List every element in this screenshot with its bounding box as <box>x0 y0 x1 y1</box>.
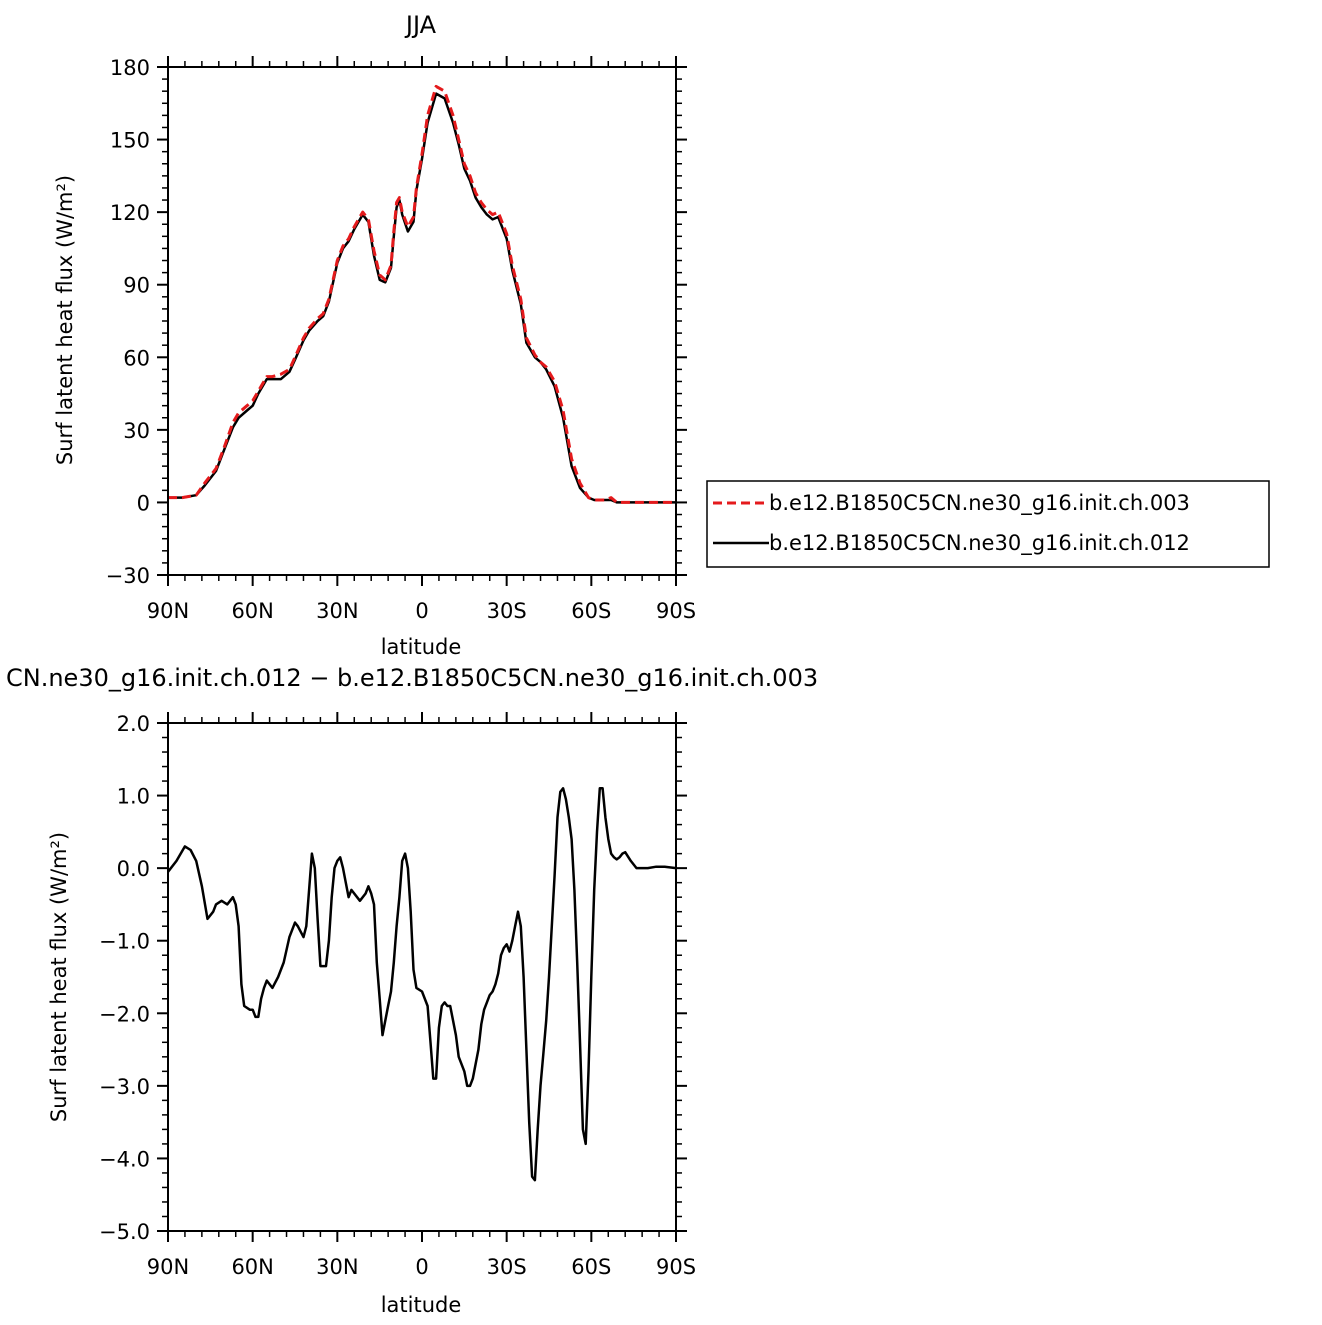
panel-bottom-difference: CN.ne30_g16.init.ch.012 − b.e12.B1850C5C… <box>6 664 818 1317</box>
legend: b.e12.B1850C5CN.ne30_g16.init.ch.003 b.e… <box>706 480 1270 568</box>
top-x-axis-label: latitude <box>381 635 462 659</box>
y-tick-label: 120 <box>110 201 150 225</box>
x-tick-label: 90N <box>147 1255 189 1279</box>
y-tick-label: −1.0 <box>99 930 150 954</box>
y-tick-label: 60 <box>123 346 150 370</box>
x-tick-label: 0 <box>415 1255 428 1279</box>
x-tick-label: 60N <box>231 1255 273 1279</box>
top-tick-labels: −30 0 30 60 90 120 150 180 90N 60N 30N 0 30S 60S 90S <box>106 56 696 623</box>
x-tick-label: 60S <box>571 1255 611 1279</box>
x-tick-label: 0 <box>415 599 428 623</box>
y-tick-label: 1.0 <box>117 785 150 809</box>
x-tick-label: 60S <box>571 599 611 623</box>
y-tick-label: −30 <box>106 564 150 588</box>
x-tick-label: 30S <box>487 1255 527 1279</box>
bottom-plot-frame <box>167 722 677 1232</box>
bottom-tick-labels: −5.0 −4.0 −3.0 −2.0 −1.0 0.0 1.0 2.0 90N 60N 30N 0 3… <box>99 712 696 1279</box>
y-tick-label: 90 <box>123 274 150 298</box>
top-chart-title: JJA <box>404 11 437 39</box>
y-tick-label: −5.0 <box>99 1220 150 1244</box>
top-y-axis-label: Surf latent heat flux (W/m²) <box>53 175 77 465</box>
bottom-series-lines <box>167 787 677 1182</box>
y-tick-label: −3.0 <box>99 1075 150 1099</box>
bottom-x-axis-label: latitude <box>381 1293 462 1317</box>
y-tick-label: 0 <box>137 491 150 515</box>
series-line-difference <box>167 787 677 1182</box>
bottom-chart-title: CN.ne30_g16.init.ch.012 − b.e12.B1850C5C… <box>6 664 818 692</box>
x-tick-label: 90S <box>656 599 696 623</box>
y-tick-label: −2.0 <box>99 1002 150 1026</box>
y-tick-label: 30 <box>123 419 150 443</box>
top-series-lines <box>168 84 676 504</box>
y-tick-label: 180 <box>110 56 150 80</box>
legend-label-ch003: b.e12.B1850C5CN.ne30_g16.init.ch.003 <box>769 491 1190 516</box>
x-tick-label: 30N <box>316 599 358 623</box>
panel-top-latent-heat-flux: JJA Surf latent heat flux (W/m²) latitud… <box>53 11 696 659</box>
y-tick-label: 0.0 <box>117 857 150 881</box>
bottom-axis-ticks <box>157 712 687 1242</box>
legend-label-ch012: b.e12.B1850C5CN.ne30_g16.init.ch.012 <box>769 531 1190 556</box>
series-line-003 <box>168 84 676 504</box>
x-tick-label: 30N <box>316 1255 358 1279</box>
x-tick-label: 90S <box>656 1255 696 1279</box>
x-tick-label: 60N <box>231 599 273 623</box>
x-tick-label: 90N <box>147 599 189 623</box>
y-tick-label: 2.0 <box>117 712 150 736</box>
legend-box <box>706 480 1270 568</box>
bottom-y-axis-label: Surf latent heat flux (W/m²) <box>47 832 71 1122</box>
top-axis-ticks <box>157 56 687 586</box>
y-tick-label: −4.0 <box>99 1147 150 1171</box>
x-tick-label: 30S <box>487 599 527 623</box>
y-tick-label: 150 <box>110 129 150 153</box>
top-plot-frame <box>167 66 677 576</box>
